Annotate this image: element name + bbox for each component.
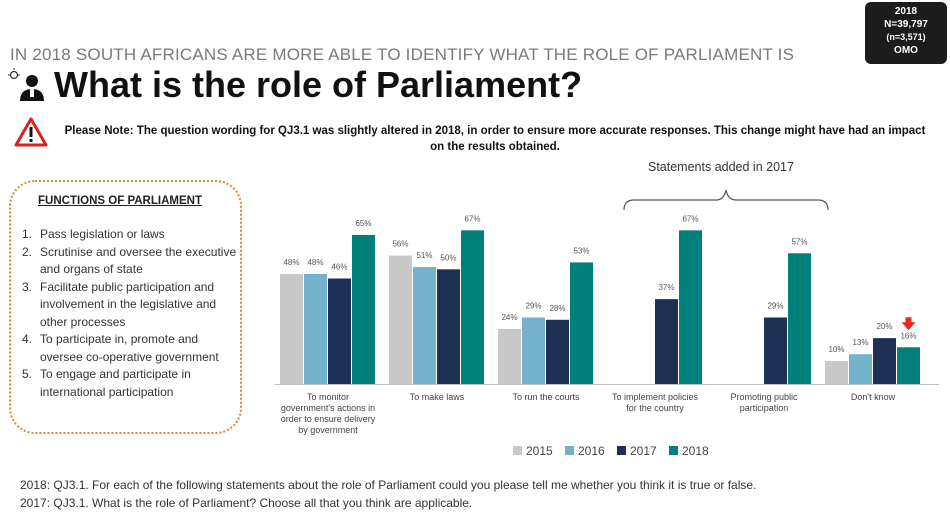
category-label: order to ensure delivery bbox=[281, 414, 376, 424]
bar-2018 bbox=[461, 230, 484, 384]
bar-2016 bbox=[849, 354, 872, 384]
data-label: 20% bbox=[876, 322, 892, 331]
category-label: To implement policies bbox=[612, 392, 699, 402]
bar-2017 bbox=[437, 269, 460, 384]
functions-item: 2. Scrutinise and oversee the executive a… bbox=[22, 244, 237, 277]
data-label: 67% bbox=[464, 214, 480, 223]
bar-2017 bbox=[546, 319, 569, 384]
legend-label: 2017 bbox=[630, 444, 657, 458]
statements-added-brace bbox=[623, 189, 829, 211]
bar-2015 bbox=[498, 328, 521, 384]
footnote-2018: 2018: QJ3.1. For each of the following s… bbox=[20, 478, 757, 492]
statements-added-label: Statements added in 2017 bbox=[648, 160, 794, 174]
bar-2018 bbox=[570, 262, 593, 384]
data-label: 48% bbox=[283, 258, 299, 267]
data-label: 53% bbox=[573, 246, 589, 255]
bar-2015 bbox=[825, 361, 848, 384]
bar-2018 bbox=[352, 234, 375, 384]
bar-2016 bbox=[522, 317, 545, 384]
data-label: 28% bbox=[549, 304, 565, 313]
data-label: 67% bbox=[682, 214, 698, 223]
bar-2018 bbox=[679, 230, 702, 384]
legend-label: 2018 bbox=[682, 444, 709, 458]
category-label: for the country bbox=[626, 403, 684, 413]
data-label: 29% bbox=[767, 301, 783, 310]
data-label: 56% bbox=[392, 240, 408, 249]
legend-swatch-2018 bbox=[669, 446, 678, 455]
title-row: What is the role of Parliament? bbox=[8, 64, 582, 106]
data-label: 13% bbox=[852, 338, 868, 347]
badge-code: OMO bbox=[894, 45, 918, 56]
functions-item: 3. Facilitate public participation and in… bbox=[22, 279, 217, 329]
badge-year: 2018 bbox=[894, 6, 918, 17]
functions-list: 1. Pass legislation or laws 2. Scrutinise … bbox=[22, 226, 237, 401]
data-label: 10% bbox=[828, 345, 844, 354]
bar-2017 bbox=[655, 299, 678, 384]
badge-n-sub: (n=3,571) bbox=[886, 32, 926, 42]
functions-item: 1. Pass legislation or laws bbox=[22, 227, 165, 241]
bar-2018 bbox=[897, 347, 920, 384]
category-label: by government bbox=[298, 425, 358, 435]
bar-2015 bbox=[389, 255, 412, 384]
legend-swatch-2015 bbox=[513, 446, 522, 455]
category-label: Don't know bbox=[851, 392, 896, 402]
please-note: Please Note: The question wording for QJ… bbox=[64, 125, 926, 153]
sample-badge: 2018 N=39,797 (n=3,571) OMO bbox=[865, 2, 947, 64]
footnote-2017: 2017: QJ3.1. What is the role of Parliam… bbox=[20, 496, 473, 510]
functions-title: FUNCTIONS OF PARLIAMENT bbox=[38, 195, 202, 207]
bar-2016 bbox=[304, 273, 327, 384]
data-label: 51% bbox=[416, 251, 432, 260]
category-label: government's actions in bbox=[281, 403, 375, 413]
bar-2017 bbox=[764, 317, 787, 384]
legend-label: 2015 bbox=[526, 444, 553, 458]
bar-2015 bbox=[280, 273, 303, 384]
functions-box bbox=[9, 180, 242, 434]
legend-swatch-2017 bbox=[617, 446, 626, 455]
bar-2017 bbox=[873, 338, 896, 384]
legend-swatch-2016 bbox=[565, 446, 574, 455]
decrease-arrow-icon bbox=[901, 317, 916, 331]
category-label: To monitor bbox=[307, 392, 349, 402]
functions-item: 5. To engage and participate in internati… bbox=[22, 367, 191, 399]
warning-icon bbox=[14, 117, 48, 147]
category-label: Promoting public bbox=[730, 392, 798, 402]
data-label: 37% bbox=[658, 283, 674, 292]
data-label: 65% bbox=[355, 219, 371, 228]
page-supertitle: IN 2018 SOUTH AFRICANS ARE MORE ABLE TO … bbox=[10, 45, 795, 64]
category-label: To make laws bbox=[410, 392, 465, 402]
data-label: 48% bbox=[307, 258, 323, 267]
data-label: 24% bbox=[501, 313, 517, 322]
idea-person-icon bbox=[8, 68, 44, 101]
functions-item: 4. To participate in, promote and oversee… bbox=[22, 332, 219, 364]
page-title: What is the role of Parliament? bbox=[54, 64, 583, 105]
data-label: 50% bbox=[440, 253, 456, 262]
bar-2016 bbox=[413, 267, 436, 384]
data-label: 29% bbox=[525, 301, 541, 310]
data-label: 16% bbox=[900, 331, 916, 340]
legend-label: 2016 bbox=[578, 444, 605, 458]
badge-n-total: N=39,797 bbox=[884, 19, 928, 30]
category-label: participation bbox=[740, 403, 789, 413]
data-label: 46% bbox=[331, 263, 347, 272]
data-label: 57% bbox=[791, 237, 807, 246]
bar-2018 bbox=[788, 253, 811, 384]
category-label: To run the courts bbox=[512, 392, 580, 402]
bar-2017 bbox=[328, 278, 351, 384]
